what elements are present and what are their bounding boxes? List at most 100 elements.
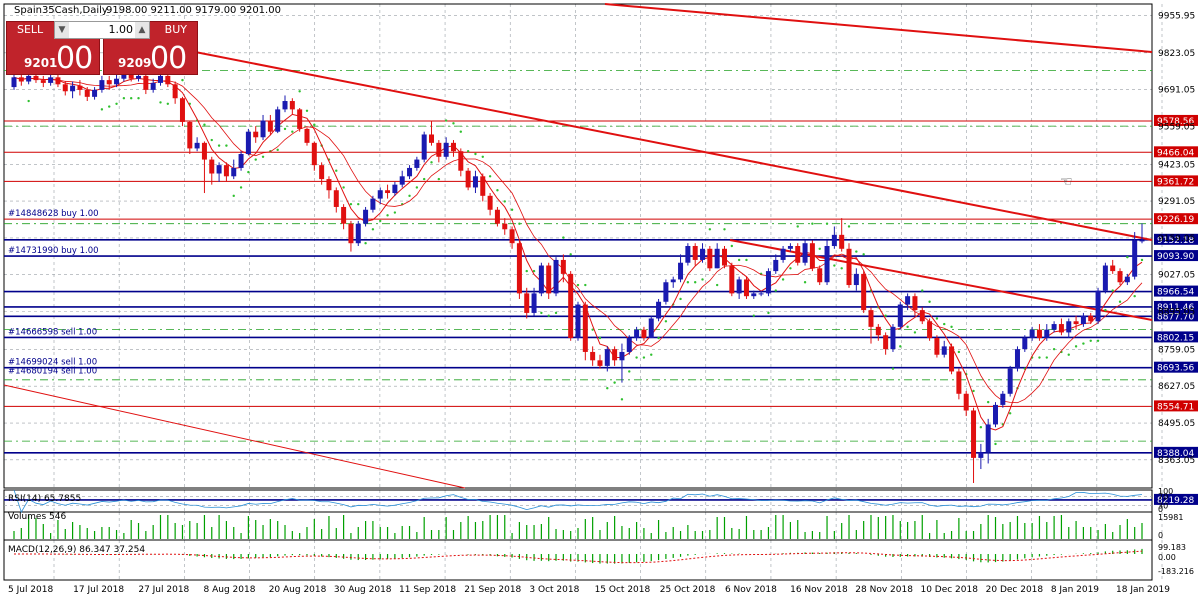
candle-body xyxy=(993,404,999,425)
sar-dot xyxy=(1111,289,1114,292)
sar-dot xyxy=(576,283,580,287)
candle-body xyxy=(143,75,149,90)
volume-tick-label: 0 xyxy=(1158,531,1163,540)
rsi-tick-label: 100 xyxy=(1158,487,1173,496)
sell-price-big: 00 xyxy=(56,41,93,76)
candle-body xyxy=(55,77,61,85)
candle-body xyxy=(77,85,83,90)
level-tag xyxy=(1154,114,1198,126)
candle-body xyxy=(502,223,508,230)
date-tick-label: 18 Jan 2019 xyxy=(1116,585,1170,595)
sar-dot xyxy=(525,269,528,273)
candle-body xyxy=(319,165,325,180)
sell-label: SELL xyxy=(17,23,44,36)
candle-body xyxy=(194,142,200,149)
sar-dot xyxy=(181,78,184,82)
sar-dot xyxy=(693,281,697,284)
sar-dot xyxy=(459,130,463,133)
sar-dot xyxy=(906,325,909,329)
sar-dot xyxy=(488,175,492,178)
candle-body xyxy=(685,246,691,263)
moving-average-line xyxy=(13,76,1143,431)
candle-body xyxy=(809,243,815,269)
sar-dot xyxy=(27,99,30,103)
sar-dot xyxy=(803,281,807,284)
date-tick-label: 27 Jul 2018 xyxy=(138,585,189,595)
candle-body xyxy=(612,349,618,361)
rsi-label: RSI(14) 65.7855 xyxy=(8,494,81,504)
level-tag xyxy=(1154,331,1198,343)
sar-dot xyxy=(1082,342,1085,345)
sar-dot xyxy=(847,225,851,228)
level-tag-label: 8219.28 xyxy=(1157,496,1194,506)
lot-size-field[interactable]: ▼ 1.00 ▲ xyxy=(54,21,150,39)
lot-increase-icon[interactable]: ▲ xyxy=(135,22,149,38)
candle-body xyxy=(919,310,925,322)
candle-body xyxy=(18,77,24,82)
level-tag-label: 9466.04 xyxy=(1157,148,1194,158)
candle-body xyxy=(407,167,413,177)
moving-average-line xyxy=(13,76,1143,404)
order-label: #14699024 sell 1.00 xyxy=(8,358,97,368)
sar-dot xyxy=(664,320,668,323)
candle-body xyxy=(245,131,251,154)
candle-body xyxy=(201,142,207,160)
sar-dot xyxy=(466,150,470,153)
sar-dot xyxy=(620,398,624,401)
sar-dot xyxy=(335,169,338,172)
candle-body xyxy=(700,248,706,260)
date-tick-label: 6 Nov 2018 xyxy=(725,585,777,595)
sar-dot xyxy=(547,314,550,317)
candle-body xyxy=(216,165,222,174)
lot-decrease-icon[interactable]: ▼ xyxy=(55,22,69,38)
sar-dot xyxy=(679,297,682,301)
candle-body xyxy=(487,195,493,210)
candle-body xyxy=(1073,321,1079,325)
level-tag-label: 9361.72 xyxy=(1157,177,1194,187)
sar-dot xyxy=(532,269,536,273)
pane-frames xyxy=(3,3,1153,581)
rsi-tick-label: 0 xyxy=(1158,505,1163,514)
sar-dot xyxy=(496,189,499,192)
sar-dot xyxy=(298,90,301,93)
candle-body xyxy=(443,142,449,157)
sar-dot xyxy=(994,442,997,446)
sar-dot xyxy=(291,130,294,133)
candle-body xyxy=(560,259,566,274)
date-tick-label: 11 Sep 2018 xyxy=(399,585,456,595)
sar-dot xyxy=(752,314,755,317)
level-tag xyxy=(1154,361,1198,373)
candle-body xyxy=(634,329,640,339)
candle-body xyxy=(465,170,471,188)
level-tag-label: 9093.90 xyxy=(1157,252,1194,262)
level-tag-label: 8966.54 xyxy=(1157,288,1194,298)
level-tag xyxy=(1154,300,1198,312)
candle-body xyxy=(157,75,163,83)
sar-dot xyxy=(833,264,836,267)
candle-body xyxy=(399,176,405,185)
sar-dot xyxy=(503,200,506,203)
candle-body xyxy=(765,271,771,294)
level-tag xyxy=(1154,213,1198,225)
sar-dot xyxy=(408,194,411,198)
candle-body xyxy=(480,176,486,196)
candle-body xyxy=(414,159,420,168)
candle-body xyxy=(780,248,786,260)
sar-dot xyxy=(899,345,902,348)
date-tick-label: 10 Dec 2018 xyxy=(920,585,978,595)
sar-dot xyxy=(108,105,111,108)
sar-dot xyxy=(737,258,741,262)
sar-dot xyxy=(774,289,777,292)
candle-body xyxy=(963,393,969,411)
sar-dot xyxy=(393,211,397,214)
candle-body xyxy=(1066,321,1072,333)
volume-pane: 15981 0 xyxy=(13,513,1183,540)
lot-size-value: 1.00 xyxy=(108,23,134,36)
candle-body xyxy=(267,120,273,132)
chart-symbol: Spain35Cash,Daily xyxy=(14,5,108,16)
candle-body xyxy=(927,321,933,339)
macd-pane-frame xyxy=(3,539,1153,581)
candle-body xyxy=(1139,240,1145,242)
